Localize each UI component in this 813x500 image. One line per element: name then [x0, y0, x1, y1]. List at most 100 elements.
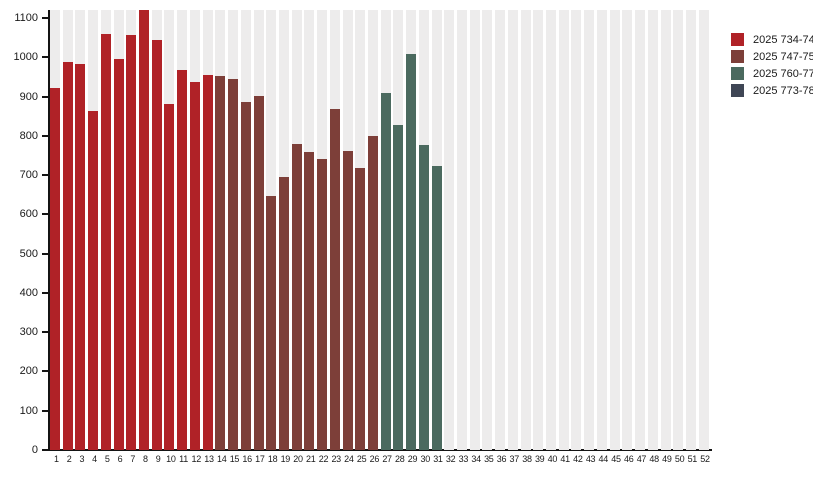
x-axis-label: 12 [191, 454, 202, 464]
bar-week-20[interactable] [291, 144, 302, 450]
bar-week-15[interactable] [228, 78, 239, 450]
bar-week-27[interactable] [380, 93, 391, 450]
x-axis-label: 38 [522, 454, 532, 464]
week-slot-40 [546, 10, 559, 450]
y-axis-label: 1000 [13, 51, 38, 64]
week-slot-10 [164, 10, 177, 450]
bar-week-4[interactable] [88, 110, 99, 450]
bar-week-30[interactable] [418, 144, 429, 450]
x-axis-label: 5 [104, 454, 110, 464]
column-stripe [647, 10, 658, 450]
legend-label: 2025 773-785 [753, 84, 813, 97]
legend-swatch [731, 67, 744, 80]
week-slot-18 [266, 10, 279, 450]
week-slot-19 [278, 10, 292, 450]
bar-week-9[interactable] [151, 40, 162, 450]
x-axis-label: 14 [216, 454, 227, 464]
legend-label: 2025 734-746 [753, 33, 813, 46]
bar-week-16[interactable] [240, 102, 251, 450]
plot-area [50, 10, 712, 450]
bar-week-23[interactable] [329, 109, 340, 450]
y-axis-label: 300 [19, 326, 38, 339]
x-axis-label: 11 [179, 454, 188, 464]
week-slot-49 [660, 10, 674, 450]
bar-week-8[interactable] [139, 10, 150, 450]
week-slot-52 [698, 10, 712, 450]
legend-swatch [731, 84, 744, 97]
week-slot-41 [558, 10, 572, 450]
week-slot-8 [139, 10, 152, 450]
bar-week-31[interactable] [431, 166, 442, 450]
y-axis-tick [42, 370, 48, 373]
legend-item-3[interactable]: 2025 760-772 [731, 65, 813, 82]
y-axis-tick [42, 331, 48, 334]
bar-week-22[interactable] [317, 159, 328, 450]
x-axis-label: 47 [636, 454, 647, 464]
bar-week-18[interactable] [266, 195, 277, 450]
legend-item-2[interactable]: 2025 747-759 [731, 48, 813, 65]
week-slot-22 [317, 10, 330, 450]
week-slot-47 [635, 10, 648, 450]
y-axis-tick [42, 174, 48, 177]
week-slot-27 [380, 10, 394, 450]
y-axis-label: 700 [19, 169, 38, 182]
bar-week-26[interactable] [367, 136, 378, 450]
bar-week-3[interactable] [75, 63, 86, 450]
x-axis-label: 42 [573, 454, 583, 464]
bar-week-7[interactable] [126, 34, 137, 450]
x-axis-label: 51 [687, 454, 698, 464]
y-axis-label: 200 [19, 365, 38, 378]
bar-week-21[interactable] [304, 152, 315, 450]
bar-week-11[interactable] [177, 70, 188, 450]
y-axis-line [48, 10, 50, 451]
week-slot-17 [253, 10, 267, 450]
x-axis-label: 52 [700, 454, 710, 464]
x-axis-label: 33 [458, 454, 469, 464]
bar-week-29[interactable] [406, 53, 417, 450]
x-axis-label: 2 [66, 454, 72, 464]
column-stripe [444, 10, 455, 450]
bar-week-17[interactable] [253, 95, 264, 450]
week-slot-39 [533, 10, 546, 450]
x-axis-label: 17 [255, 454, 265, 464]
x-axis-label: 16 [242, 454, 252, 464]
bar-week-5[interactable] [100, 34, 111, 450]
legend-label: 2025 747-759 [753, 50, 813, 63]
week-slot-50 [673, 10, 686, 450]
x-axis-label: 49 [662, 454, 672, 464]
bar-week-28[interactable] [393, 125, 404, 450]
week-slot-30 [418, 10, 432, 450]
week-slot-20 [291, 10, 305, 450]
x-axis-label: 36 [496, 454, 507, 464]
bar-week-2[interactable] [62, 61, 73, 450]
y-axis-tick [42, 134, 48, 137]
column-stripe [584, 10, 595, 450]
bar-week-10[interactable] [164, 104, 175, 450]
legend-item-1[interactable]: 2025 734-746 [731, 31, 813, 48]
column-stripe [571, 10, 582, 450]
x-axis-label: 3 [79, 454, 85, 464]
week-slot-5 [100, 10, 114, 450]
y-axis-label: 1100 [14, 12, 38, 25]
x-axis-label: 32 [445, 454, 456, 464]
column-stripe [698, 10, 709, 450]
bar-week-13[interactable] [202, 74, 213, 450]
column-stripe [507, 10, 518, 450]
bar-week-19[interactable] [278, 177, 289, 450]
x-axis-label: 4 [92, 454, 97, 464]
week-slot-48 [647, 10, 661, 450]
x-axis-line [48, 449, 712, 451]
bar-week-6[interactable] [113, 58, 124, 450]
week-slot-29 [406, 10, 419, 450]
week-slot-13 [202, 10, 216, 450]
week-slot-6 [113, 10, 127, 450]
bar-week-1[interactable] [50, 87, 60, 450]
column-stripe [546, 10, 557, 450]
bar-week-24[interactable] [342, 150, 353, 450]
bar-week-14[interactable] [215, 76, 226, 450]
bar-week-25[interactable] [355, 167, 366, 450]
bar-week-12[interactable] [189, 81, 200, 450]
legend-item-4[interactable]: 2025 773-785 [731, 82, 813, 99]
week-slot-7 [126, 10, 139, 450]
week-slot-51 [685, 10, 699, 450]
